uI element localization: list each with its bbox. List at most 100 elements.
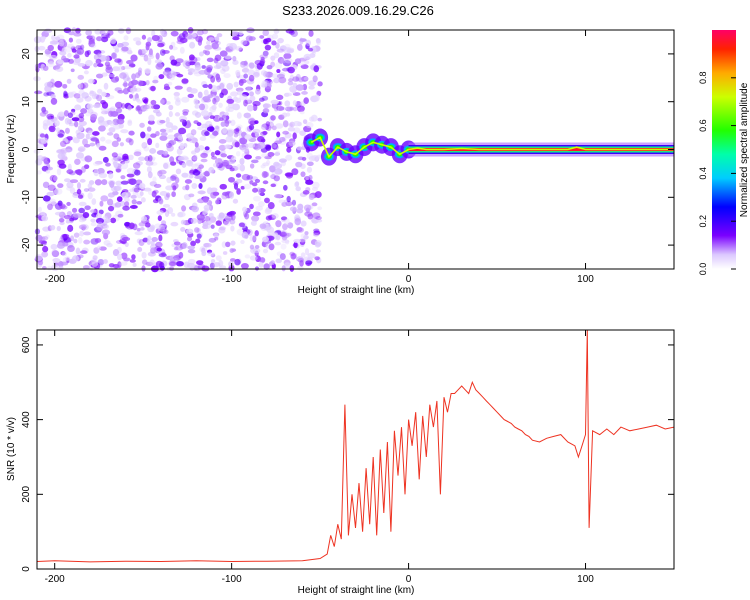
heatmap-cell xyxy=(171,182,179,190)
heatmap-cell xyxy=(188,193,195,198)
heatmap-cell xyxy=(247,116,255,121)
heatmap-cell xyxy=(168,128,174,133)
heatmap-cell xyxy=(164,210,170,218)
heatmap-cell xyxy=(62,137,69,144)
heatmap-cell xyxy=(317,117,323,122)
heatmap-cell xyxy=(42,181,50,189)
heatmap-cell xyxy=(282,59,292,67)
heatmap-cell xyxy=(285,92,293,97)
heatmap-cell xyxy=(273,161,280,167)
heatmap-cell xyxy=(229,167,235,172)
heatmap-cell xyxy=(145,79,150,86)
heatmap-cell xyxy=(107,192,115,198)
heatmap-cell xyxy=(36,170,42,175)
heatmap-cell xyxy=(236,163,244,170)
heatmap-cell xyxy=(56,168,62,176)
heatmap-cell xyxy=(98,145,107,151)
heatmap-cell xyxy=(252,211,261,217)
heatmap-cell xyxy=(132,191,139,196)
heatmap-cell xyxy=(116,137,122,142)
heatmap-cell xyxy=(55,127,61,133)
heatmap-cell xyxy=(101,72,108,77)
heatmap-cell xyxy=(67,163,72,171)
heatmap-cell xyxy=(107,205,115,212)
heatmap-cell xyxy=(73,232,80,238)
heatmap-cell xyxy=(274,152,280,157)
heatmap-cell xyxy=(202,242,210,248)
heatmap-cell xyxy=(194,175,202,180)
heatmap-cell xyxy=(72,207,78,213)
heatmap-cell xyxy=(77,124,84,132)
heatmap-cell xyxy=(314,191,322,199)
heatmap-cell xyxy=(213,233,219,239)
heatmap-cell xyxy=(65,219,71,224)
heatmap-cell xyxy=(57,152,66,160)
heatmap-cell xyxy=(39,133,46,138)
heatmap-cell xyxy=(246,86,251,92)
heatmap-cell xyxy=(63,92,69,98)
heatmap-cell xyxy=(121,236,131,242)
heatmap-cell xyxy=(253,71,260,78)
heatmap-cell xyxy=(240,39,248,46)
heatmap-cell xyxy=(73,32,82,37)
heatmap-cell xyxy=(303,204,312,212)
heatmap-cell xyxy=(194,147,201,153)
heatmap-cell xyxy=(200,152,208,159)
heatmap-cell xyxy=(276,105,285,111)
heatmap-cell xyxy=(137,247,143,252)
heatmap-cell xyxy=(303,97,309,105)
heatmap-cell xyxy=(215,220,222,226)
heatmap-cell xyxy=(147,57,152,66)
heatmap-cell xyxy=(90,111,98,118)
heatmap-cell xyxy=(201,250,207,257)
heatmap-cell xyxy=(274,193,283,199)
heatmap-cell xyxy=(252,187,259,193)
heatmap-cell xyxy=(121,66,126,71)
heatmap-cell xyxy=(105,32,111,39)
heatmap-cell xyxy=(159,99,165,105)
heatmap-cell xyxy=(80,82,85,90)
heatmap-cell xyxy=(123,65,132,70)
heatmap-cell xyxy=(226,129,234,137)
heatmap-cell xyxy=(144,105,149,112)
heatmap-cell xyxy=(180,226,186,232)
heatmap-cell xyxy=(230,225,235,232)
heatmap-cell xyxy=(141,259,148,265)
heatmap-cell xyxy=(158,169,167,175)
heatmap-cell xyxy=(195,57,201,62)
heatmap-cell xyxy=(145,41,152,47)
heatmap-cell xyxy=(121,191,129,199)
heatmap-cell xyxy=(295,84,305,91)
heatmap-cell xyxy=(246,174,254,181)
heatmap-cell xyxy=(294,218,302,226)
heatmap-cell xyxy=(208,83,213,90)
heatmap-cell xyxy=(141,265,146,272)
heatmap-cell xyxy=(242,206,248,213)
heatmap-cell xyxy=(81,92,89,99)
y-tick-label: 400 xyxy=(21,411,32,428)
heatmap-cell xyxy=(281,265,286,272)
heatmap-cell xyxy=(109,120,115,127)
heatmap-cell xyxy=(289,264,295,272)
heatmap-cell xyxy=(132,94,137,102)
heatmap-cell xyxy=(144,222,151,228)
heatmap-cell xyxy=(50,97,58,105)
heatmap-cell xyxy=(151,190,157,198)
heatmap-cell xyxy=(262,50,269,57)
heatmap-cell xyxy=(84,95,92,102)
heatmap-cell xyxy=(255,145,264,150)
heatmap-cell xyxy=(293,241,298,249)
heatmap-cell xyxy=(296,146,303,151)
heatmap-cell xyxy=(243,183,252,190)
heatmap-cell xyxy=(38,45,46,51)
heatmap-cell xyxy=(210,253,216,258)
heatmap-cell xyxy=(199,245,208,253)
heatmap-cell xyxy=(230,119,236,126)
heatmap-cell xyxy=(57,133,64,138)
heatmap-cell xyxy=(74,121,79,128)
heatmap-cell xyxy=(263,263,270,270)
heatmap-cell xyxy=(191,205,199,213)
heatmap-cell xyxy=(77,74,85,80)
heatmap-cell xyxy=(254,244,260,249)
